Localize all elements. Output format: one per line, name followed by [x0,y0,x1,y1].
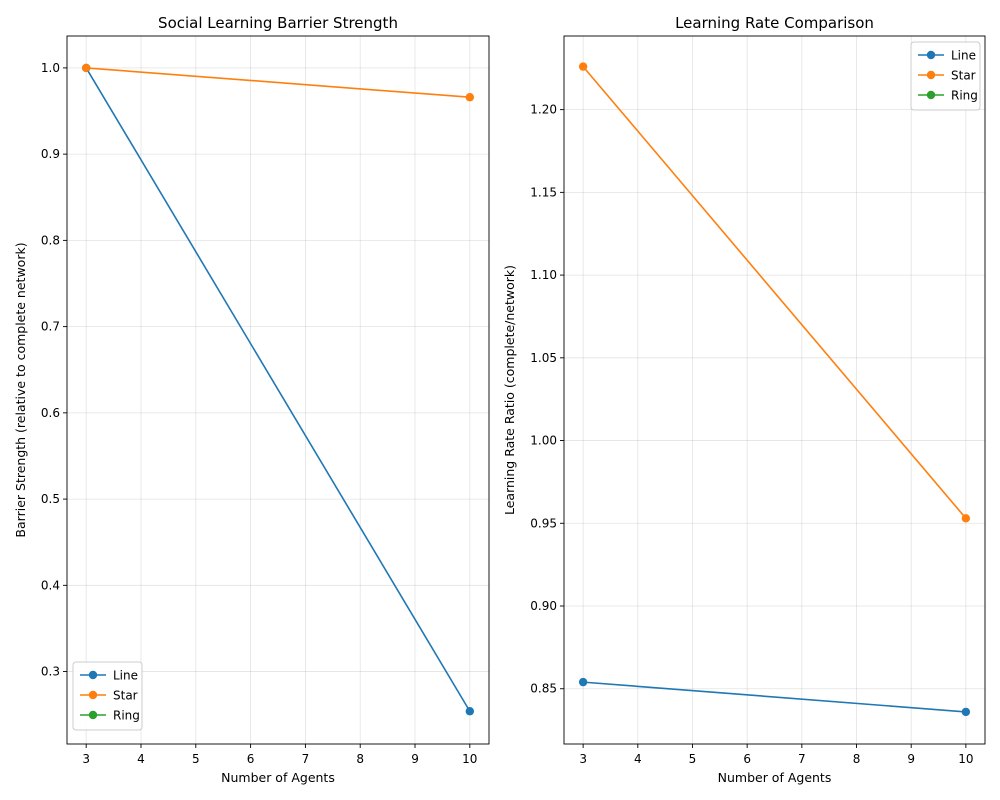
y-axis-label: Learning Rate Ratio (complete/network) [502,265,517,515]
legend-swatch-marker [88,670,98,680]
x-tick-label: 7 [302,752,310,766]
plot-area-frame [563,35,986,745]
plot-area-frame [66,35,490,745]
x-tick-label: 8 [853,752,861,766]
x-tick-label: 8 [356,752,364,766]
y-tick-label: 0.3 [41,665,60,679]
legend-item-ring: Ring [80,709,140,723]
data-point-star [578,62,588,71]
legend: Line Star Ring [72,661,143,731]
legend-item-line: Line [918,49,976,63]
data-point-line [465,707,475,716]
x-tick-label: 9 [411,752,419,766]
legend-swatch-marker [926,70,936,80]
series-line-line [583,681,966,713]
x-tick-label: 6 [247,752,255,766]
y-tick-label: 0.5 [41,492,60,506]
data-point-star [465,93,475,102]
data-point-star [81,63,91,73]
legend-item-star: Star [80,689,138,703]
x-tick-label: 6 [743,752,751,766]
y-tick-label: 1.20 [530,103,557,117]
chart-panel-2: 3 4 5 6 7 8 9 10 0.85 0.90 0.95 1.00 1.05 1.10 1.15 1.2… [502,14,986,785]
x-tick-label: 4 [634,752,642,766]
chart-title: Social Learning Barrier Strength [158,14,398,32]
y-tick-label: 1.05 [530,351,557,365]
x-tick-label: 5 [192,752,200,766]
series-line-star [86,67,470,99]
y-tick-label: 0.85 [530,682,557,696]
x-tick-label: 4 [137,752,145,766]
series-line-star [582,66,967,519]
y-tick-label: 0.4 [41,578,60,592]
y-tick-label: 1.15 [530,185,557,199]
x-tick-label: 7 [798,752,806,766]
legend-item-star: Star [918,69,976,83]
legend-swatch-marker [88,690,98,700]
data-point-star [961,514,971,523]
legend: Line Star Ring [910,41,981,111]
x-tick-label: 9 [907,752,915,766]
legend-label: Line [113,669,138,683]
legend-swatch-marker [926,90,936,100]
chart-panel-1: 3 4 5 6 7 8 9 10 0.3 0.4 0.5 0.6 0.7 0.8 0.9 1.0 Social … [13,14,490,785]
y-tick-label: 0.95 [530,516,557,530]
data-point-line [578,677,588,687]
x-tick-label: 10 [462,752,477,766]
y-tick-label: 1.0 [41,61,60,75]
y-axis-label: Barrier Strength (relative to complete n… [13,242,28,537]
x-tick-label: 5 [689,752,697,766]
x-tick-label: 3 [579,752,587,766]
chart-title: Learning Rate Comparison [675,14,874,32]
data-point-line [961,707,971,717]
y-tick-label: 1.10 [530,268,557,282]
legend-label: Line [951,49,976,63]
y-tick-label: 0.7 [41,320,60,334]
legend-item-line: Line [80,669,138,683]
y-tick-label: 0.9 [41,147,60,161]
legend-label: Star [113,689,138,703]
legend-item-ring: Ring [918,89,978,103]
x-tick-label: 10 [958,752,973,766]
legend-swatch-marker [88,710,98,720]
legend-label: Ring [951,89,978,103]
y-tick-label: 1.00 [530,434,557,448]
series-line-line [85,67,471,712]
x-tick-label: 3 [82,752,90,766]
legend-swatch-marker [926,50,936,60]
y-tick-label: 0.90 [530,599,557,613]
legend-label: Ring [113,709,140,723]
x-axis-label: Number of Agents [221,770,335,785]
legend-label: Star [951,69,976,83]
x-axis-label: Number of Agents [718,770,832,785]
y-tick-label: 0.8 [41,233,60,247]
y-tick-label: 0.6 [41,406,60,420]
